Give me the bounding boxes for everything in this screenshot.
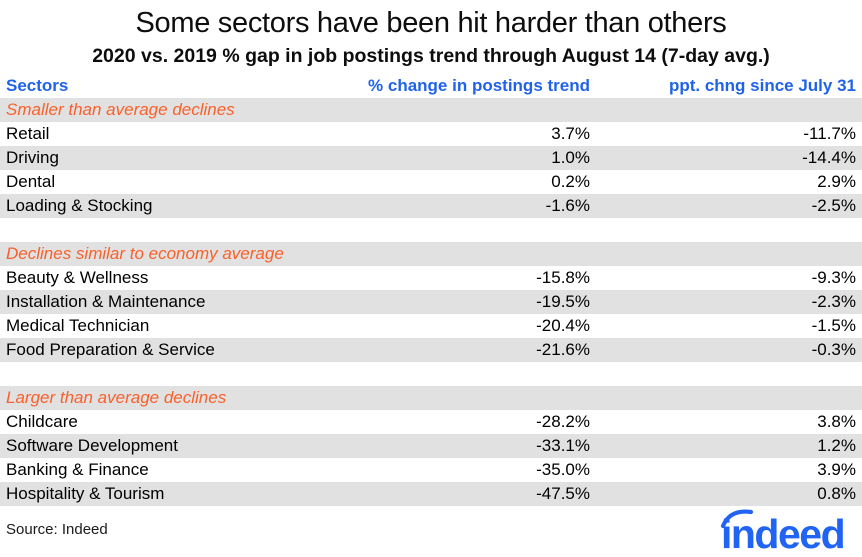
sector-cell: Software Development bbox=[6, 436, 178, 455]
sector-cell: Childcare bbox=[6, 412, 78, 431]
table-row: Dental 0.2% 2.9% bbox=[0, 170, 862, 194]
table-row: Driving 1.0% -14.4% bbox=[0, 146, 862, 170]
sector-cell: Banking & Finance bbox=[6, 460, 149, 479]
column-header-sectors: Sectors bbox=[6, 76, 69, 95]
sector-cell: Loading & Stocking bbox=[6, 196, 153, 215]
group-header-row: Declines similar to economy average bbox=[0, 242, 862, 266]
ppt-chng-cell: -14.4% bbox=[802, 148, 856, 167]
table-row: Banking & Finance -35.0% 3.9% bbox=[0, 458, 862, 482]
table-row: Installation & Maintenance -19.5% -2.3% bbox=[0, 290, 862, 314]
pct-change-cell: 3.7% bbox=[551, 124, 590, 143]
sector-cell: Beauty & Wellness bbox=[6, 268, 149, 287]
ppt-chng-cell: 0.8% bbox=[817, 484, 856, 503]
indeed-logo-graphic: indeed bbox=[720, 509, 846, 553]
indeed-logo: indeed bbox=[718, 505, 858, 553]
column-header-ppt-chng: ppt. chng since July 31 bbox=[668, 76, 856, 95]
pct-change-cell: 0.2% bbox=[551, 172, 590, 191]
pct-change-cell: 1.0% bbox=[551, 148, 590, 167]
ppt-chng-cell: -2.5% bbox=[811, 196, 856, 215]
ppt-chng-cell: -11.7% bbox=[803, 124, 856, 143]
pct-change-cell: -15.8% bbox=[536, 268, 590, 287]
indeed-logo-arc bbox=[720, 509, 754, 529]
table-row: Software Development -33.1% 1.2% bbox=[0, 434, 862, 458]
ppt-chng-cell: 2.9% bbox=[817, 172, 856, 191]
column-header-pct-change: % change in postings trend bbox=[368, 76, 590, 95]
table-body: Smaller than average declines Retail 3.7% -… bbox=[0, 98, 862, 506]
table-row: Retail 3.7% -11.7% bbox=[0, 122, 862, 146]
sector-cell: Dental bbox=[6, 172, 56, 191]
table-row: Food Preparation & Service -21.6% -0.3% bbox=[0, 338, 862, 362]
group-spacer bbox=[0, 218, 862, 242]
ppt-chng-cell: -0.3% bbox=[811, 340, 856, 359]
source-note: Source: Indeed bbox=[6, 520, 108, 538]
indeed-logo-text: indeed bbox=[721, 511, 844, 553]
pct-change-cell: -1.6% bbox=[545, 196, 590, 215]
sector-cell: Food Preparation & Service bbox=[6, 340, 215, 359]
footer: Source: Indeed indeed bbox=[0, 505, 862, 557]
table-header-row: Sectors % change in postings trend ppt. … bbox=[0, 74, 862, 98]
group-label: Declines similar to economy average bbox=[6, 244, 284, 263]
pct-change-cell: -33.1% bbox=[536, 436, 590, 455]
table-row: Medical Technician -20.4% -1.5% bbox=[0, 314, 862, 338]
sector-cell: Retail bbox=[6, 124, 50, 143]
pct-change-cell: -28.2% bbox=[536, 412, 590, 431]
ppt-chng-cell: -9.3% bbox=[811, 268, 856, 287]
sector-cell: Installation & Maintenance bbox=[6, 292, 206, 311]
table-row: Loading & Stocking -1.6% -2.5% bbox=[0, 194, 862, 218]
pct-change-cell: -47.5% bbox=[536, 484, 590, 503]
pct-change-cell: -20.4% bbox=[536, 316, 590, 335]
sector-cell: Medical Technician bbox=[6, 316, 150, 335]
sector-cell: Hospitality & Tourism bbox=[6, 484, 165, 503]
group-label: Larger than average declines bbox=[6, 388, 227, 407]
table-row: Childcare -28.2% 3.8% bbox=[0, 410, 862, 434]
group-spacer bbox=[0, 362, 862, 386]
ppt-chng-cell: -2.3% bbox=[811, 292, 856, 311]
table-row: Hospitality & Tourism -47.5% 0.8% bbox=[0, 482, 862, 506]
pct-change-cell: -35.0% bbox=[536, 460, 590, 479]
sector-table: Sectors % change in postings trend ppt. … bbox=[0, 74, 862, 506]
sector-cell: Driving bbox=[6, 148, 59, 167]
chart-title: Some sectors have been hit harder than o… bbox=[135, 7, 727, 39]
ppt-chng-cell: 1.2% bbox=[817, 436, 856, 455]
group-label: Smaller than average declines bbox=[6, 100, 235, 119]
ppt-chng-cell: 3.8% bbox=[817, 412, 856, 431]
chart-subtitle: 2020 vs. 2019 % gap in job postings tren… bbox=[92, 45, 770, 67]
group-header-row: Larger than average declines bbox=[0, 386, 862, 410]
pct-change-cell: -19.5% bbox=[536, 292, 590, 311]
ppt-chng-cell: 3.9% bbox=[817, 460, 856, 479]
pct-change-cell: -21.6% bbox=[536, 340, 590, 359]
table-row: Beauty & Wellness -15.8% -9.3% bbox=[0, 266, 862, 290]
group-header-row: Smaller than average declines bbox=[0, 98, 862, 122]
ppt-chng-cell: -1.5% bbox=[811, 316, 856, 335]
